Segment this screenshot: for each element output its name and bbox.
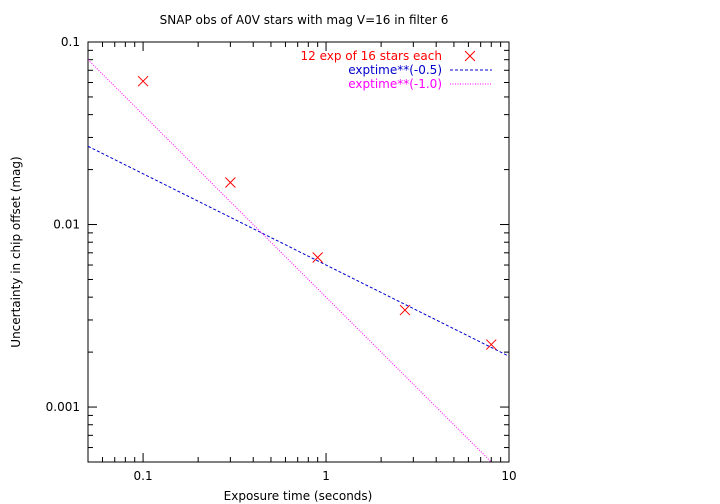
fit-line-inv-sqrt	[88, 145, 509, 357]
chart-title: SNAP obs of A0V stars with mag V=16 in f…	[160, 13, 449, 27]
data-point	[137, 75, 149, 87]
legend-label: exptime**(-0.5)	[348, 63, 442, 77]
data-point	[399, 304, 411, 316]
x-tick-label: 0.1	[134, 469, 153, 483]
fit-lines	[88, 59, 509, 462]
legend-label: 12 exp of 16 stars each	[300, 49, 442, 63]
y-tick-label: 0.01	[53, 218, 80, 232]
plot-area-frame	[87, 41, 510, 463]
x-axis-label: Exposure time (seconds)	[224, 489, 373, 503]
x-tick-label: 10	[501, 469, 516, 483]
tick-labels: 0.1 1 10 0.001 0.01 0.1	[46, 35, 517, 483]
legend: 12 exp of 16 stars eachexptime**(-0.5)ex…	[300, 49, 492, 91]
legend-marker	[464, 50, 476, 62]
data-point	[225, 177, 236, 188]
fit-line-inv	[88, 59, 492, 462]
data-points	[137, 75, 497, 350]
legend-label: exptime**(-1.0)	[348, 77, 442, 91]
y-tick-label: 0.1	[61, 35, 80, 49]
x-tick-label: 1	[322, 469, 330, 483]
y-tick-label: 0.001	[46, 400, 80, 414]
axis-ticks	[87, 41, 510, 463]
y-axis-label: Uncertainty in chip offset (mag)	[9, 156, 23, 347]
data-point	[485, 339, 497, 350]
data-point	[312, 252, 324, 263]
